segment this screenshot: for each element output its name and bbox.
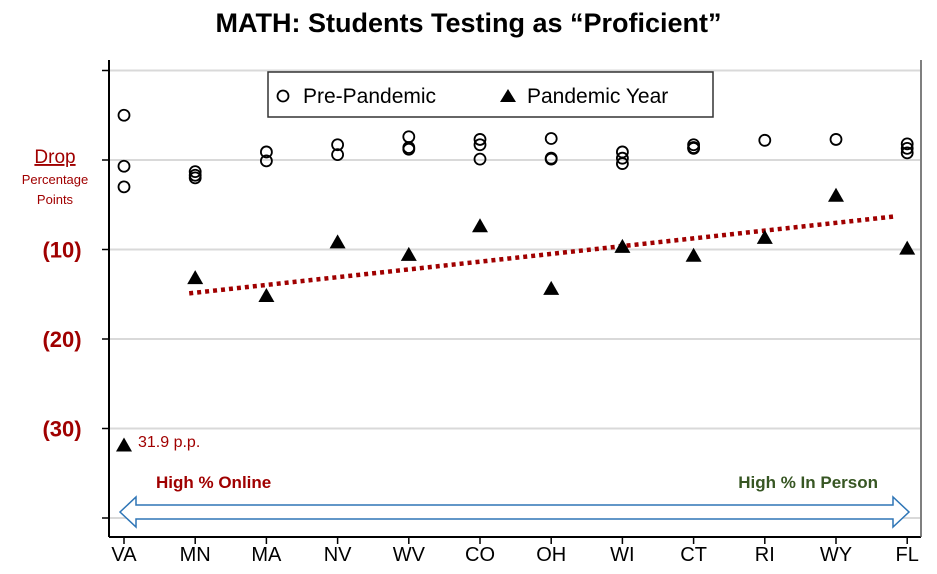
- pandemic-year-point: [614, 238, 631, 253]
- x-tick-label: VA: [111, 544, 137, 566]
- pandemic-year-point: [329, 234, 346, 249]
- x-tick-label: MA: [251, 544, 282, 566]
- pre-pandemic-point: [188, 165, 202, 179]
- pre-pandemic-point: [616, 157, 629, 170]
- pre-pandemic-point: [900, 137, 914, 151]
- x-tick-label: CO: [465, 544, 495, 566]
- pre-pandemic-point: [544, 152, 558, 166]
- high-online-label: High % Online: [156, 473, 271, 492]
- x-tick-label: WY: [820, 544, 852, 566]
- pre-pandemic-point: [473, 152, 487, 166]
- trendline: [188, 214, 896, 296]
- x-tick-label: CT: [680, 544, 707, 566]
- legend-pre-pandemic: Pre-Pandemic: [303, 85, 436, 108]
- y-tick-label: (20): [42, 327, 81, 352]
- x-tick-label: FL: [896, 544, 919, 566]
- pre-pandemic-point: [259, 154, 273, 168]
- x-tick-label: RI: [755, 544, 775, 566]
- pre-pandemic-point: [473, 133, 487, 146]
- pre-pandemic-point: [259, 145, 273, 159]
- x-tick-label: OH: [536, 544, 566, 566]
- x-tick-label: WI: [610, 544, 634, 566]
- pre-pandemic-point: [117, 108, 131, 122]
- pre-pandemic-point: [758, 133, 772, 147]
- pandemic-year-point: [116, 437, 132, 452]
- pandemic-year-point: [828, 187, 844, 202]
- pre-pandemic-point: [117, 180, 131, 194]
- pandemic-year-point: [472, 218, 488, 233]
- pandemic-year-point: [543, 280, 560, 295]
- pre-pandemic-point: [616, 151, 629, 165]
- x-tick-label: NV: [324, 544, 352, 566]
- pre-pandemic-point: [829, 133, 843, 146]
- high-in-person-label: High % In Person: [738, 473, 878, 492]
- pre-pandemic-point: [188, 171, 202, 185]
- legend-pandemic-year: Pandemic Year: [527, 85, 668, 108]
- pre-pandemic-point: [331, 148, 345, 162]
- legend-triangle-icon: [500, 89, 516, 102]
- pre-pandemic-point: [900, 141, 914, 155]
- chart-title: MATH: Students Testing as “Proficient”: [215, 8, 722, 38]
- x-tick-label: MN: [180, 544, 211, 566]
- pre-pandemic-point: [687, 141, 700, 155]
- pre-pandemic-point: [473, 138, 487, 152]
- pandemic-year-point: [685, 247, 702, 262]
- pre-pandemic-point: [331, 138, 345, 152]
- legend: Pre-Pandemic Pandemic Year: [267, 71, 714, 118]
- y-tick-label: (30): [42, 417, 81, 442]
- pre-pandemic-point: [402, 130, 416, 144]
- pre-pandemic-point: [402, 142, 416, 156]
- y-tick-label: (10): [42, 238, 81, 263]
- y-axis-sublabel-2: Points: [37, 192, 74, 207]
- y-axis-sublabel-1: Percentage: [22, 172, 89, 187]
- legend-box: [267, 71, 714, 118]
- va-annotation: 31.9 p.p.: [138, 434, 200, 451]
- pandemic-year-point: [400, 246, 417, 261]
- pandemic-year-point: [258, 288, 275, 303]
- pre-pandemic-point: [544, 132, 558, 145]
- double-arrow: [118, 495, 911, 529]
- pre-pandemic-point: [117, 159, 131, 173]
- pandemic-year-point: [756, 229, 773, 244]
- legend-circle-icon: [276, 89, 290, 103]
- y-axis-label: Drop: [34, 147, 75, 168]
- x-tick-label: WV: [393, 544, 426, 566]
- pandemic-year-point: [899, 240, 916, 255]
- pre-pandemic-point: [900, 146, 914, 160]
- pandemic-year-point: [187, 270, 204, 285]
